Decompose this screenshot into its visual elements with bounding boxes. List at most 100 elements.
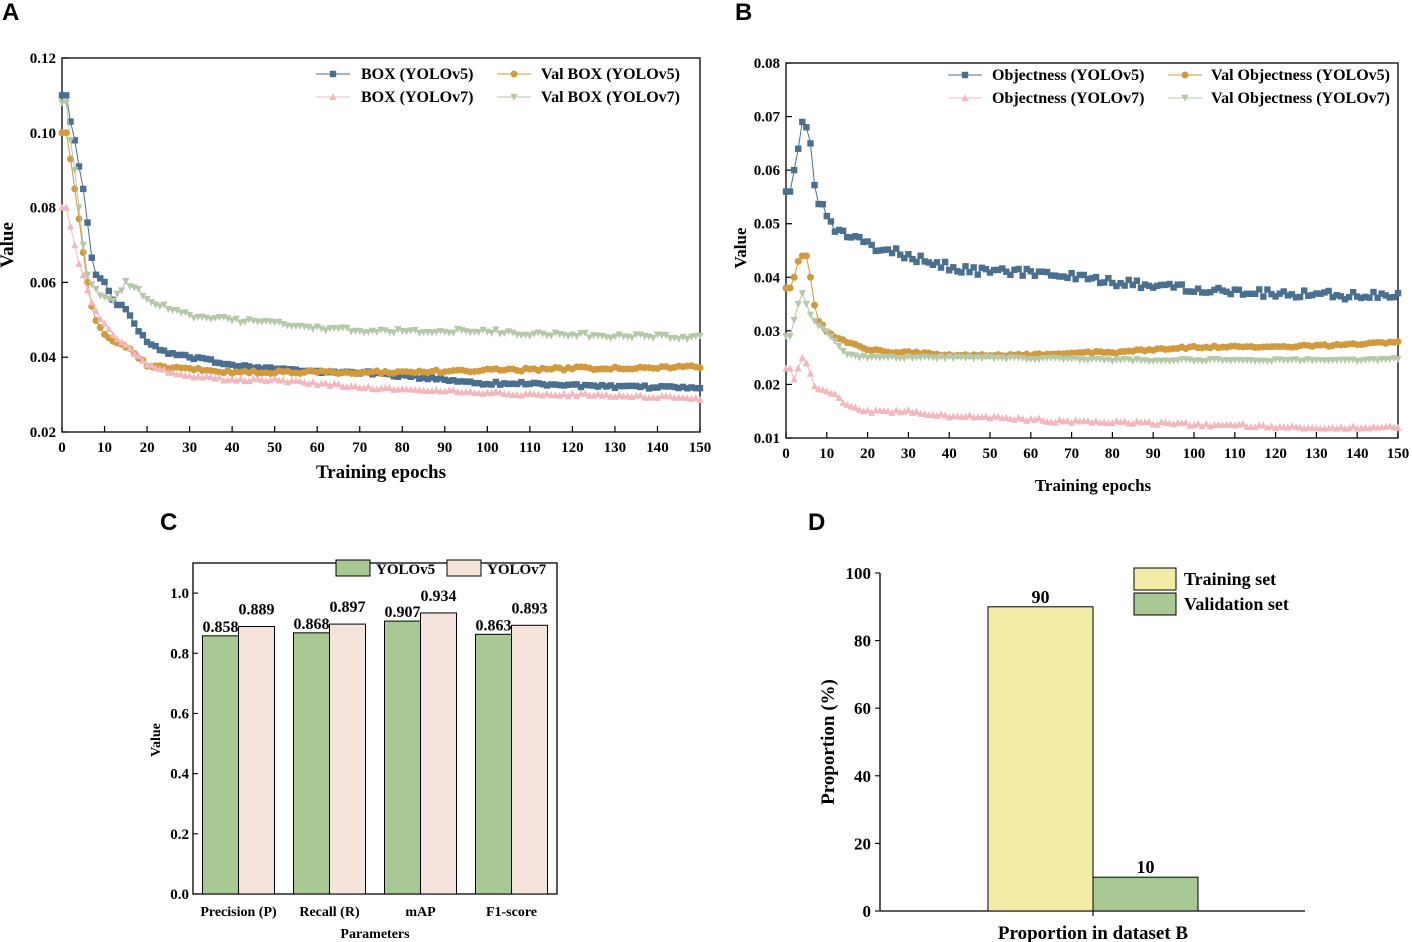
panel-d-letter: D (808, 509, 825, 536)
data-point (547, 381, 555, 388)
data-point (1129, 358, 1137, 366)
data-point (432, 386, 440, 394)
panel-b-plot-frame (785, 62, 1399, 439)
data-point (385, 383, 394, 391)
data-point (1264, 286, 1271, 293)
data-point (1349, 288, 1357, 296)
data-point (1133, 277, 1141, 284)
series-val-box-yolov5- (58, 129, 704, 378)
data-point (62, 129, 70, 137)
data-point (1296, 423, 1304, 431)
data-point (147, 361, 155, 369)
x-tick-label: 140 (646, 440, 669, 456)
data-point (71, 137, 78, 144)
data-point (611, 333, 619, 341)
data-point (207, 356, 215, 363)
panel-c-y-axis-title: Value (149, 723, 164, 757)
legend-d-label-1: Validation set (1184, 594, 1289, 614)
category-label: Precision (P) (200, 905, 277, 920)
data-point (990, 266, 998, 274)
data-point (1019, 272, 1026, 279)
y-tick-label: 0.05 (754, 217, 780, 233)
data-point (526, 332, 534, 340)
legend-a-label-1: Val BOX (YOLOv5) (541, 66, 680, 83)
data-point (267, 364, 274, 371)
data-point (134, 352, 143, 360)
x-tick-label: 130 (1305, 446, 1328, 462)
series-line (786, 255, 1399, 357)
data-point (75, 163, 83, 170)
data-point (105, 287, 112, 295)
data-point (156, 346, 164, 354)
data-point (228, 317, 236, 325)
legend-marker-shape (961, 94, 969, 102)
data-point (607, 334, 615, 342)
data-point (151, 363, 160, 371)
data-point (688, 384, 695, 391)
data-point (620, 382, 627, 390)
data-point (786, 188, 794, 195)
data-point (811, 301, 819, 309)
data-point (168, 368, 177, 376)
data-point (492, 326, 500, 334)
legend-b-marker-2 (961, 94, 969, 102)
data-point (496, 388, 504, 396)
data-point (407, 327, 415, 335)
data-point (258, 375, 266, 383)
data-point (75, 215, 83, 223)
x-tick-label: 100 (1183, 446, 1206, 462)
series-objectness-yolov7- (782, 353, 1402, 432)
data-point (122, 340, 130, 348)
data-point (526, 389, 534, 397)
data-point (466, 387, 474, 395)
data-point (1386, 356, 1394, 364)
data-point (1300, 287, 1308, 294)
data-point (407, 373, 414, 381)
data-point (868, 408, 876, 416)
data-point (500, 330, 508, 338)
data-point (97, 275, 104, 282)
data-point (517, 332, 525, 340)
data-point (573, 333, 581, 341)
legend-a-marker-3 (510, 93, 518, 101)
data-point (1284, 292, 1292, 299)
data-point (1394, 423, 1402, 431)
data-point (92, 271, 100, 279)
data-point (810, 317, 819, 325)
data-point (194, 354, 202, 361)
data-point (974, 271, 981, 278)
x-tick-label: 60 (1023, 446, 1038, 462)
data-point (847, 402, 855, 410)
legend-c-swatch-0 (335, 559, 371, 577)
data-point (211, 359, 219, 366)
panel-c-y-ticks: 0.0 0.2 0.4 0.6 0.8 1.0 (170, 586, 198, 903)
data-point (1014, 413, 1023, 421)
data-point (1370, 288, 1377, 296)
bar-value-label: 0.863 (476, 617, 512, 634)
data-point (1374, 294, 1381, 301)
y-tick-label: 60 (854, 699, 871, 718)
data-point (292, 376, 300, 384)
data-point (539, 381, 546, 388)
data-point (1060, 273, 1067, 280)
data-point (373, 328, 381, 336)
panel-c-plot-frame (192, 562, 558, 895)
data-point (1313, 290, 1320, 297)
data-point (199, 354, 206, 362)
data-point (917, 252, 924, 259)
data-point (245, 363, 253, 370)
data-point (859, 352, 868, 360)
data-point (100, 293, 109, 301)
data-point (1129, 281, 1136, 289)
data-point (416, 375, 423, 382)
data-point (941, 411, 949, 419)
data-point (1227, 420, 1235, 428)
data-point (1076, 271, 1083, 279)
data-point (475, 379, 483, 387)
bar-value-label: 0.934 (421, 588, 457, 605)
data-point (203, 355, 210, 363)
x-tick-label: 150 (689, 440, 712, 456)
data-point (96, 314, 104, 322)
data-point (258, 365, 266, 372)
panel-c-x-axis-title: Parameters (340, 927, 410, 942)
